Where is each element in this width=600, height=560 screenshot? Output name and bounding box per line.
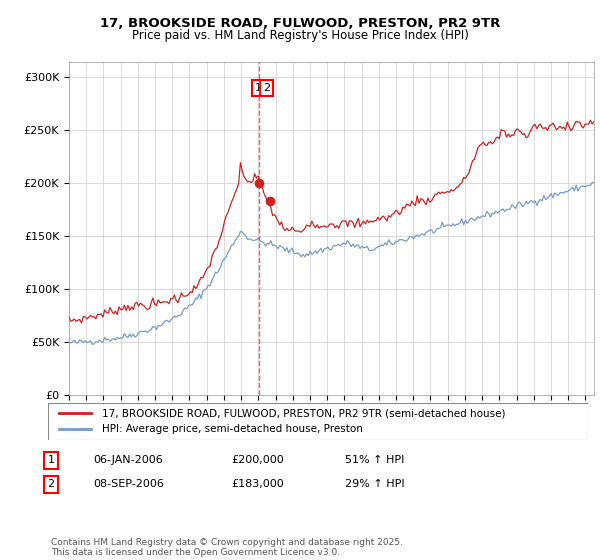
Text: 1: 1 xyxy=(47,455,55,465)
Text: 2: 2 xyxy=(47,479,55,489)
Text: Contains HM Land Registry data © Crown copyright and database right 2025.
This d: Contains HM Land Registry data © Crown c… xyxy=(51,538,403,557)
Text: 1: 1 xyxy=(254,83,262,93)
Text: 06-JAN-2006: 06-JAN-2006 xyxy=(93,455,163,465)
Text: Price paid vs. HM Land Registry's House Price Index (HPI): Price paid vs. HM Land Registry's House … xyxy=(131,29,469,42)
Text: 2: 2 xyxy=(263,83,270,93)
Text: 29% ↑ HPI: 29% ↑ HPI xyxy=(345,479,404,489)
Text: 17, BROOKSIDE ROAD, FULWOOD, PRESTON, PR2 9TR (semi-detached house): 17, BROOKSIDE ROAD, FULWOOD, PRESTON, PR… xyxy=(102,408,505,418)
Text: £183,000: £183,000 xyxy=(231,479,284,489)
Text: 08-SEP-2006: 08-SEP-2006 xyxy=(93,479,164,489)
Text: 51% ↑ HPI: 51% ↑ HPI xyxy=(345,455,404,465)
Text: HPI: Average price, semi-detached house, Preston: HPI: Average price, semi-detached house,… xyxy=(102,424,363,435)
Text: 17, BROOKSIDE ROAD, FULWOOD, PRESTON, PR2 9TR: 17, BROOKSIDE ROAD, FULWOOD, PRESTON, PR… xyxy=(100,17,500,30)
Text: £200,000: £200,000 xyxy=(231,455,284,465)
FancyBboxPatch shape xyxy=(48,403,588,440)
